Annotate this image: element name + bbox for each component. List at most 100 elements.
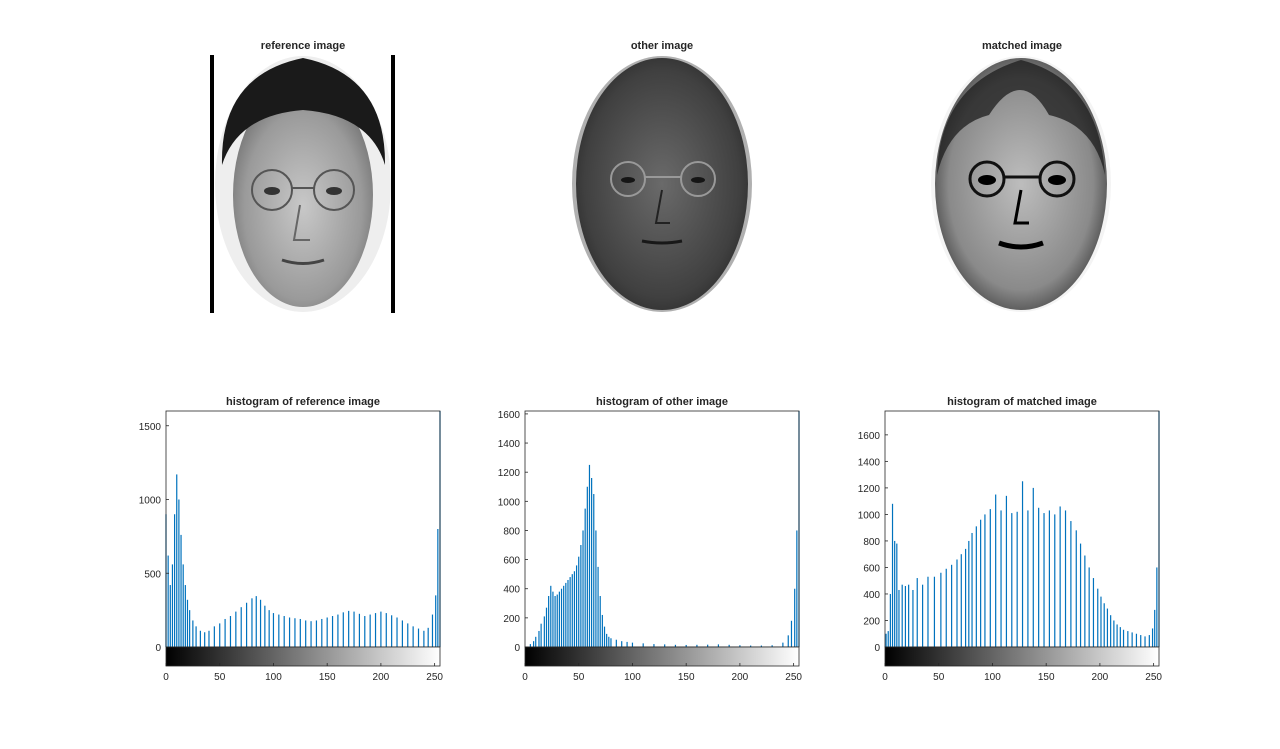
histogram-bar [739,645,741,647]
histogram-bar [272,613,275,647]
y-tick-label: 0 [874,643,880,654]
histogram-bar [573,571,576,647]
histogram-bar [631,642,634,647]
histogram-bar [771,645,773,647]
right-eye [326,187,342,195]
y-tick-label: 0 [514,643,520,654]
x-tick-label: 250 [426,672,443,683]
histogram-bar [588,464,591,647]
histogram-bar [653,644,655,647]
histogram-bar [595,530,597,647]
histogram-bar [554,596,556,647]
histogram-bar [412,626,414,647]
histogram-bar [889,593,891,647]
histogram-bar [186,599,189,647]
histogram-bar [1016,511,1018,647]
x-tick-label: 100 [624,672,641,683]
y-tick-label: 600 [863,563,880,574]
histogram-bar [321,618,323,647]
histogram-bar [358,613,361,647]
histogram-bar [1097,588,1099,647]
left-border-bar [210,55,214,313]
x-tick-label: 250 [785,672,802,683]
histogram-bar [964,548,967,647]
nose [654,189,670,224]
histogram-bar [1140,635,1142,647]
histogram-bar [431,614,434,647]
face-skin [576,58,748,310]
histogram-bar [1154,609,1156,647]
histogram-bar [294,618,296,647]
y-tick-label: 400 [503,585,520,596]
x-tick-label: 0 [163,672,169,683]
histogram-bar [787,635,789,647]
histogram-bar [529,644,531,647]
histogram-bar [664,644,666,647]
histogram-bar [1151,628,1154,647]
y-tick-label: 200 [503,614,520,625]
y-tick-label: 400 [863,590,880,601]
histogram-bar [288,617,291,647]
other-image [572,56,752,312]
histogram-bar [180,534,182,647]
y-tick-label: 1000 [498,497,521,508]
grayscale-colorbar [884,646,1160,667]
x-tick-label: 150 [678,672,695,683]
histogram-bar [586,486,588,647]
right-eye [691,177,705,183]
histogram-bar [259,599,262,647]
histogram-bar [1110,615,1112,647]
right-eye [1048,175,1066,185]
histogram-bar [380,611,382,647]
y-tick-label: 1400 [858,457,881,468]
x-tick-label: 250 [1145,672,1162,683]
histogram-bar [326,617,328,647]
histogram-bar [532,641,535,647]
histogram-bar [1084,555,1086,647]
x-tick-label: 50 [933,672,945,683]
y-tick-label: 1600 [858,431,881,442]
nose [292,204,310,241]
histogram-bar [728,644,730,647]
histogram-bar [885,633,887,647]
mouth [998,240,1044,250]
histogram-bar [603,626,606,647]
histogram-bar [369,614,371,647]
histogram-bar [310,621,312,647]
histogram-bar [374,613,377,647]
y-tick-label: 1500 [139,422,162,433]
histogram-bar [1144,636,1146,647]
histogram-bar [912,589,914,647]
histogram-bar [1116,624,1118,647]
x-tick-label: 0 [522,672,528,683]
histogram-bar [1011,513,1013,647]
histogram-bar [391,615,393,647]
histogram-bar [182,564,184,647]
histogram-bar [707,644,709,647]
histogram-bar [535,636,537,647]
histogram-bar [1131,632,1133,647]
histogram-bar [423,630,425,647]
y-tick-label: 800 [863,537,880,548]
histogram-bar [975,526,977,647]
histogram-bar [315,620,318,647]
matched-image-title: matched image [981,40,1063,52]
histogram-bar [626,641,628,647]
grayscale-colorbar [165,646,441,667]
chart-title: histogram of reference image [226,396,380,408]
histogram-bar [922,584,924,647]
histogram-bar [435,595,437,647]
histogram-bar [674,644,677,647]
glasses-right-lens [1038,160,1076,198]
histogram-bar [563,585,565,647]
x-tick-label: 200 [373,672,390,683]
histogram-bar [597,566,599,647]
histogram-bar [348,610,350,647]
histogram-bar [896,543,898,647]
histogram-bar [908,584,910,647]
histogram-bar [571,574,573,647]
histogram-bar [1135,633,1138,647]
histogram-bar [199,630,201,647]
histogram-bar [364,616,366,647]
